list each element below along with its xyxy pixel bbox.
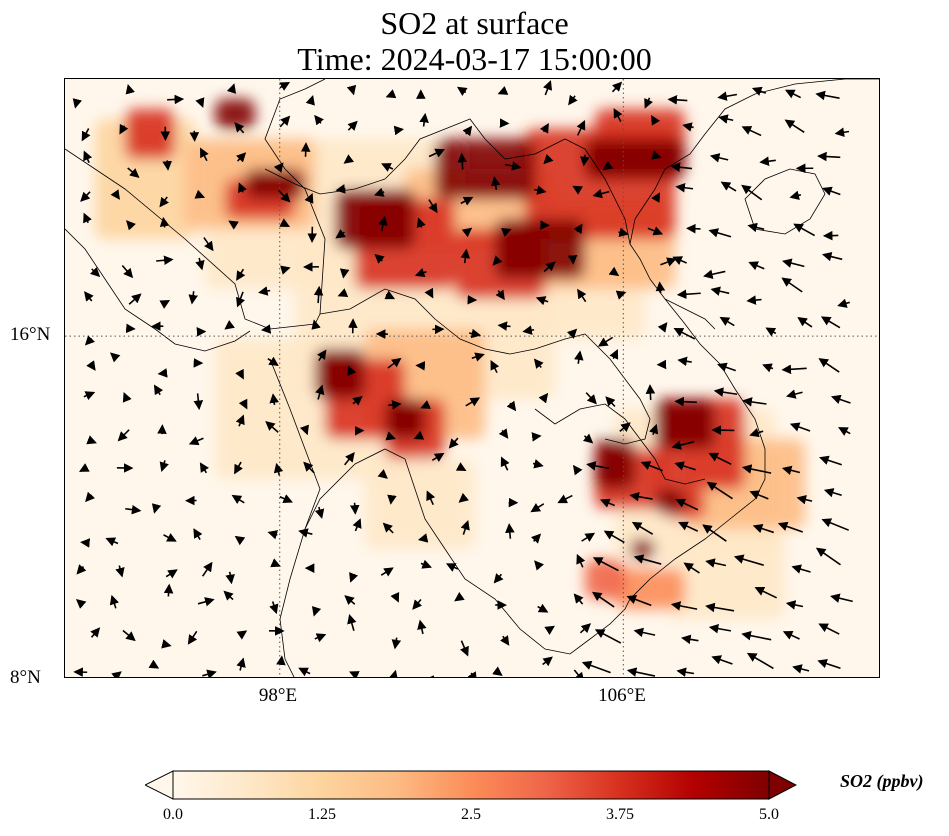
so2-concentration-field: [95, 99, 805, 619]
map-panel[interactable]: [64, 78, 880, 678]
map-time-subtitle: Time: 2024-03-17 15:00:00: [297, 41, 652, 77]
colorbar-extend-min: [145, 770, 174, 800]
lon-tick-106e: 106°E: [598, 685, 646, 706]
colorbar-tick: 5.0: [759, 806, 779, 823]
colorbar-tick: 0.0: [163, 806, 183, 823]
colorbar-tick: 3.75: [606, 806, 634, 823]
colorbar: [145, 770, 797, 800]
colorbar-gradient: [172, 770, 770, 800]
lat-tick-16n: 16°N: [10, 324, 51, 345]
colorbar-tick: 1.25: [308, 806, 336, 823]
so2-map-canvas: [65, 79, 879, 677]
map-title: SO2 at surface: [380, 5, 569, 41]
wind-vectors: [72, 80, 853, 677]
colorbar-extend-max: [768, 770, 797, 800]
lat-tick-8n: 8°N: [10, 667, 41, 688]
lon-tick-98e: 98°E: [258, 685, 298, 706]
colorbar-tick: 2.5: [461, 806, 481, 823]
colorbar-label: SO2 (ppbv): [840, 771, 924, 791]
